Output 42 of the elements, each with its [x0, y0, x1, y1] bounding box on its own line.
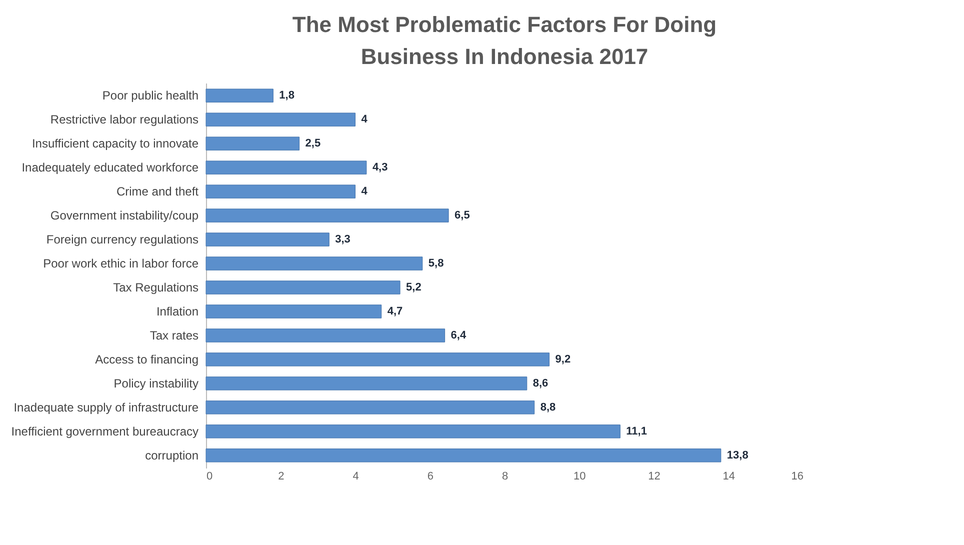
y-tick-label: Access to financing: [95, 352, 198, 366]
y-tick-label: Inadequately educated workforce: [22, 160, 199, 175]
y-tick-label: Foreign currency regulations: [46, 232, 198, 247]
y-tick-label: Tax rates: [150, 328, 198, 342]
y-tick-label: Policy instability: [114, 376, 198, 390]
chart-title: The Most Problematic Factors For Doing Business In Indonesia 2017: [292, 12, 717, 69]
x-tick-label: 10: [574, 470, 586, 482]
x-tick-label: 8: [502, 470, 508, 482]
y-tick-label: Crime and theft: [116, 184, 200, 199]
y-tick-label: Government instability/coup: [50, 208, 199, 223]
data-label: 6,5: [454, 210, 470, 222]
y-tick-label: Inefficient government bureaucracy: [11, 424, 198, 438]
data-label: 13,8: [726, 449, 748, 462]
y-tick-label: Tax Regulations: [113, 280, 198, 294]
x-tick-label: 6: [427, 470, 434, 482]
x-tick-label: 14: [722, 470, 735, 482]
data-label: 8,8: [540, 401, 556, 414]
data-label: 4,7: [387, 305, 403, 318]
x-tick-label: 12: [648, 470, 660, 482]
y-tick-label: Inadequate supply of infrastructure: [14, 400, 199, 414]
y-tick-label: Inflation: [156, 304, 198, 318]
y-tick-label: Insufficient capacity to innovate: [32, 136, 199, 151]
data-label: 3,3: [335, 234, 350, 246]
data-label: 6,4: [450, 329, 467, 342]
y-tick-label: Poor public health: [102, 88, 198, 103]
x-tick-label: 16: [791, 470, 804, 482]
data-label: 2,5: [305, 138, 321, 150]
data-label: 4,3: [372, 162, 388, 174]
y-tick-label: Restrictive labor regulations: [50, 112, 198, 127]
data-label: 11,1: [626, 425, 647, 438]
data-label: 5,2: [406, 281, 422, 294]
x-tick-label: 4: [352, 470, 359, 482]
data-label: 4: [361, 186, 368, 198]
data-label: 8,6: [532, 377, 548, 390]
x-tick-label: 0: [206, 470, 213, 482]
data-label: 9,2: [555, 353, 571, 366]
y-tick-label: corruption: [145, 448, 198, 462]
data-label: 4: [361, 114, 368, 126]
data-label: 1,8: [279, 90, 294, 102]
data-label: 5,8: [428, 258, 444, 270]
y-tick-label: Poor work ethic in labor force: [43, 256, 199, 271]
x-tick-label: 2: [278, 470, 284, 482]
